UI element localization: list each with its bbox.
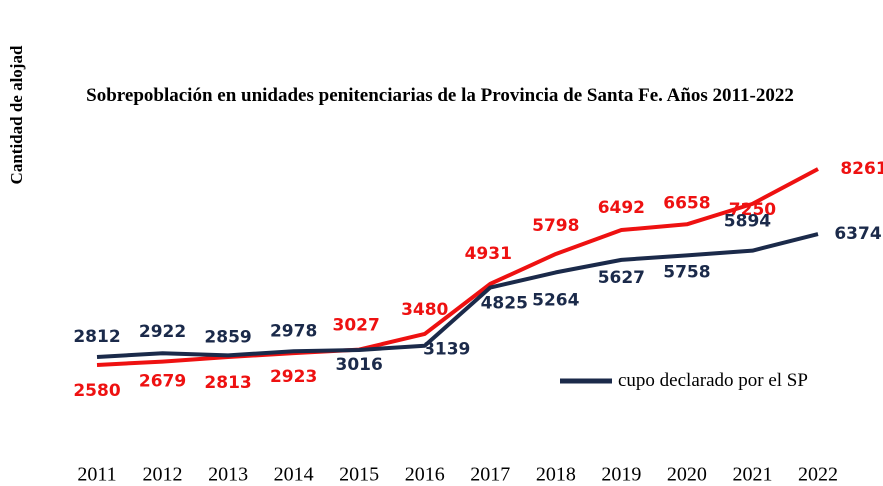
y-axis-label: Cantidad de alojad — [7, 45, 26, 184]
x-tick-label: 2015 — [339, 464, 379, 486]
data-label: 8261 — [840, 159, 883, 179]
x-tick-label: 2019 — [601, 464, 641, 486]
data-label: 5894 — [724, 212, 771, 232]
data-label: 3027 — [333, 316, 380, 336]
series-line — [96, 232, 819, 359]
data-label: 6658 — [663, 193, 710, 213]
data-label: 2859 — [204, 327, 251, 347]
data-label: 6492 — [598, 198, 645, 218]
data-label: 3016 — [336, 355, 383, 375]
data-label: 7250 — [729, 200, 776, 220]
data-label: 3139 — [423, 340, 470, 360]
data-label: 2923 — [270, 367, 317, 387]
x-tick-label: 2011 — [77, 464, 116, 486]
data-label: 5798 — [532, 216, 579, 236]
x-tick-label: 2017 — [470, 464, 510, 486]
data-label: 2813 — [204, 373, 251, 393]
x-tick-label: 2020 — [667, 464, 707, 486]
legend-label: cupo declarado por el SP — [618, 370, 808, 391]
data-label: 4931 — [465, 244, 512, 264]
chart-title: Sobrepoblación en unidades penitenciaria… — [86, 85, 794, 106]
x-tick-label: 2018 — [536, 464, 576, 486]
data-label: 5627 — [598, 268, 645, 288]
data-label: 5758 — [663, 262, 710, 282]
data-label: 2580 — [73, 381, 120, 401]
data-label: 2922 — [139, 322, 186, 342]
data-label: 3480 — [401, 300, 448, 320]
data-label: 2978 — [270, 321, 317, 341]
x-tick-label: 2014 — [274, 464, 314, 486]
data-label: 5264 — [532, 290, 579, 310]
x-tick-label: 2021 — [732, 464, 772, 486]
data-label: 2812 — [73, 327, 120, 347]
data-label: 6374 — [834, 224, 881, 244]
x-tick-label: 2016 — [405, 464, 445, 486]
series-line — [96, 167, 819, 367]
data-label: 2679 — [139, 372, 186, 392]
x-tick-label: 2013 — [208, 464, 248, 486]
x-tick-label: 2022 — [798, 464, 838, 486]
data-label: 4825 — [481, 294, 528, 314]
x-tick-label: 2012 — [143, 464, 183, 486]
